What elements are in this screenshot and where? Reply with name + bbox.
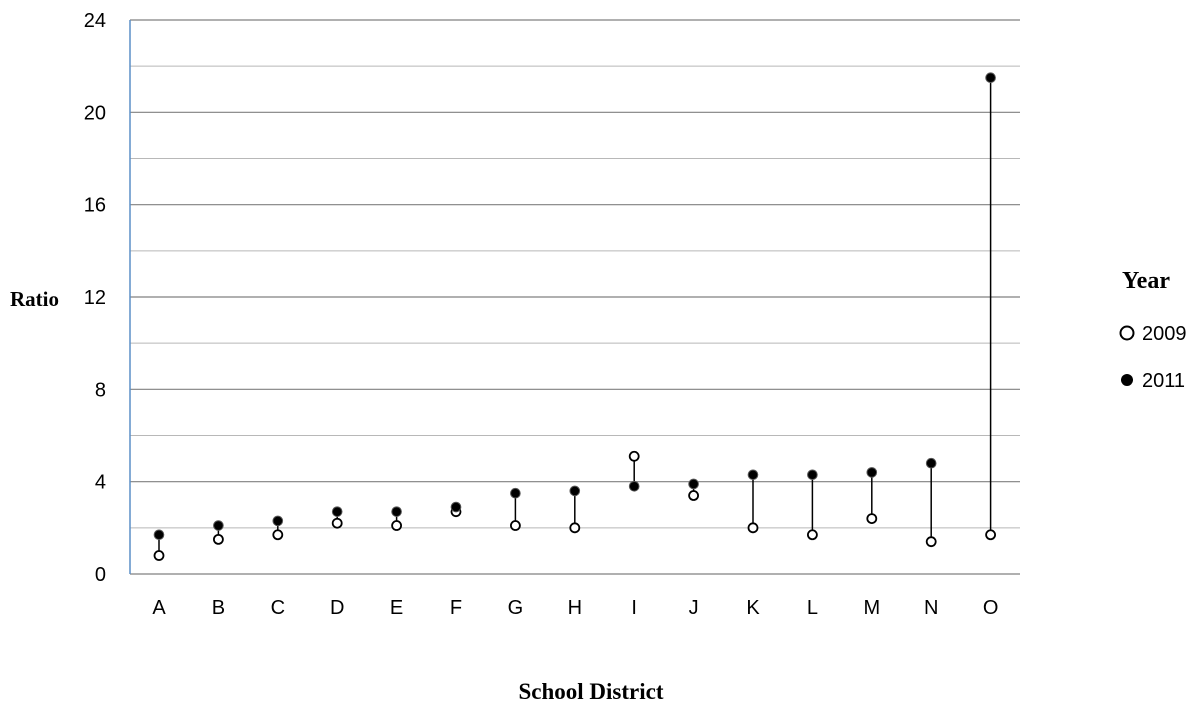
point-2011 — [391, 506, 402, 517]
point-2009 — [153, 550, 165, 561]
legend-title: Year — [1122, 268, 1170, 294]
y-tick-label: 0 — [95, 564, 106, 586]
x-tick-label: C — [271, 597, 285, 619]
data-markers — [153, 72, 996, 561]
x-tick-label: I — [631, 597, 637, 619]
x-axis-title: School District — [518, 679, 663, 703]
x-tick-label: F — [450, 597, 462, 619]
point-2009 — [925, 536, 937, 548]
y-tick-label: 20 — [84, 102, 106, 124]
point-2009 — [688, 490, 699, 501]
point-2009 — [807, 529, 818, 541]
x-tick-label: J — [689, 597, 699, 619]
x-tick-label: L — [807, 597, 818, 619]
point-2009 — [569, 522, 581, 534]
major-gridlines — [130, 19, 1020, 575]
x-tick-label: N — [924, 597, 938, 619]
y-tick-label: 16 — [84, 195, 106, 217]
point-2009 — [212, 533, 224, 545]
point-2011 — [153, 529, 165, 541]
point-2009 — [747, 522, 759, 534]
point-2011 — [866, 467, 878, 478]
y-tick-label: 12 — [84, 287, 106, 309]
point-2009 — [391, 520, 403, 531]
point-2011 — [747, 469, 759, 481]
point-2011 — [925, 457, 937, 469]
y-axis-tick-labels: 0 4 8 12 16 20 24 — [84, 10, 106, 586]
x-tick-label: D — [330, 597, 344, 619]
x-tick-label: M — [863, 597, 880, 619]
minor-gridlines — [130, 65, 1020, 529]
point-2009 — [331, 517, 343, 529]
connector-lines — [158, 77, 992, 556]
y-tick-label: 4 — [95, 472, 106, 494]
point-2009 — [866, 513, 878, 524]
x-tick-label: A — [152, 597, 166, 619]
x-tick-label: K — [746, 597, 760, 619]
point-2009 — [272, 529, 284, 541]
x-axis-tick-labels: A B C D E F G H I J K L M N O — [152, 597, 998, 619]
legend-marker-2009 — [1119, 325, 1135, 341]
x-tick-label: B — [212, 597, 225, 619]
point-2011 — [688, 478, 699, 490]
legend-marker-2011 — [1121, 374, 1133, 386]
x-tick-label: O — [983, 597, 999, 619]
point-2011 — [569, 485, 581, 497]
x-tick-label: E — [390, 597, 403, 619]
x-tick-label: G — [508, 597, 524, 619]
point-2011 — [331, 506, 343, 517]
y-tick-label: 8 — [95, 379, 106, 401]
point-2011 — [450, 501, 462, 513]
legend-label-2011: 2011 — [1142, 370, 1185, 392]
y-axis-title: Ratio — [10, 287, 59, 311]
point-2011 — [510, 487, 521, 499]
point-2011 — [213, 520, 224, 531]
x-tick-label: H — [568, 597, 582, 619]
point-2009 — [985, 529, 996, 541]
point-2009 — [628, 450, 640, 462]
point-2011 — [628, 480, 640, 492]
legend: Year 2009 2011 — [1119, 268, 1187, 392]
y-tick-label: 24 — [84, 10, 106, 32]
legend-label-2009: 2009 — [1142, 323, 1187, 345]
point-2011 — [272, 515, 284, 527]
point-2011 — [807, 469, 818, 481]
point-2011 — [985, 72, 996, 84]
point-2009 — [510, 520, 521, 531]
